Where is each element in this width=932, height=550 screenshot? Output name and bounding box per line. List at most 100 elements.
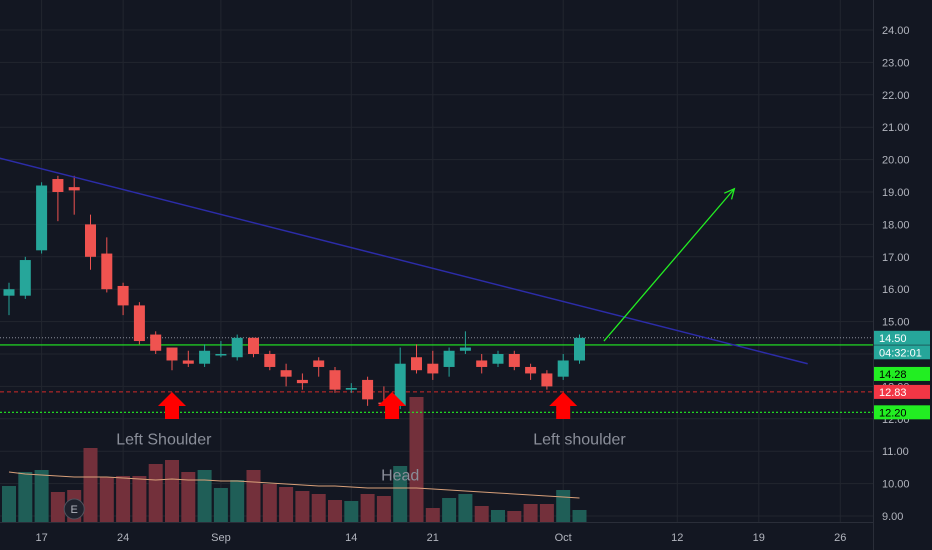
red-up-arrow [378, 392, 407, 419]
candle-body [150, 334, 162, 351]
candle-body [85, 224, 96, 257]
time-axis[interactable]: 17 24 Sep 14 21 Oct 12 19 26 [35, 532, 846, 544]
candle-body [133, 305, 145, 342]
volume-bar [262, 484, 277, 522]
time-tick-label: 26 [834, 532, 846, 544]
price-tick-label: 20.00 [882, 155, 910, 167]
candle-body [476, 360, 488, 367]
price-tag [874, 330, 930, 345]
candle-body [52, 179, 64, 192]
price-tick-label: 9.00 [882, 511, 903, 523]
grid-lines [0, 0, 873, 522]
red-up-arrow [549, 392, 578, 419]
volume-bar [393, 466, 408, 522]
candlesticks [3, 175, 585, 410]
volume-bar [132, 476, 147, 522]
candle-body [296, 379, 308, 384]
candle-body [36, 185, 48, 251]
price-tick-label: 23.00 [882, 57, 910, 69]
time-tick-label: 19 [753, 532, 765, 544]
candle-body [345, 388, 357, 390]
volume-bar [246, 470, 261, 522]
time-tick-label: 17 [35, 532, 47, 544]
time-tick-label: Oct [555, 532, 572, 544]
candle-body [557, 360, 569, 377]
candle-body [182, 360, 194, 364]
earnings-marker-label: E [71, 504, 78, 516]
candle-body [394, 363, 406, 406]
volume-bar [230, 480, 245, 522]
time-tick-label: 24 [117, 532, 129, 544]
candle-body [68, 187, 80, 191]
price-tag [874, 384, 930, 399]
price-tag-label: 12.20 [879, 407, 907, 419]
price-tick-label: 16.00 [882, 284, 910, 296]
volume-bar [165, 460, 179, 522]
horizontal-levels [0, 337, 873, 413]
price-tick-label: 18.00 [882, 219, 910, 231]
candle-body [574, 337, 585, 361]
candle-body [443, 350, 455, 367]
candle-body [362, 379, 374, 400]
time-tick-label: Sep [211, 532, 231, 544]
candle-body [411, 357, 422, 371]
candle-body [427, 363, 439, 374]
price-tag-label: 12.83 [879, 387, 907, 399]
candle-body [508, 354, 520, 367]
volume-bar [279, 487, 294, 522]
price-tick-label: 10.00 [882, 479, 910, 491]
price-tick-label: 22.00 [882, 90, 910, 102]
volume-bar [34, 470, 49, 522]
volume-bar [181, 472, 196, 522]
price-tag-label: 14.28 [879, 369, 907, 381]
volume-bars [2, 397, 587, 522]
pattern-annotation: Head [381, 467, 419, 484]
time-tick-label: 14 [345, 532, 357, 544]
volume-bar [116, 476, 131, 522]
volume-bar [572, 510, 587, 522]
price-tag-label: 04:32:01 [879, 347, 922, 359]
breakout-arrow-head [724, 187, 736, 200]
candle-body [541, 373, 553, 387]
breakout-arrow [603, 188, 735, 342]
volume-moving-average [8, 471, 580, 499]
price-tags: 14.50 04:32:01 14.28 12.83 12.20 [874, 330, 930, 420]
earnings-marker [63, 498, 85, 520]
volume-bar [18, 472, 33, 522]
volume-bar [295, 491, 310, 522]
volume-bar [458, 494, 473, 522]
volume-bar [474, 506, 489, 522]
candle-body [101, 253, 113, 290]
price-tick-label: 24.00 [882, 25, 910, 37]
candle-body [199, 350, 211, 364]
candle-body [525, 366, 537, 374]
volume-bar [328, 500, 342, 522]
candle-body [19, 260, 31, 296]
candle-body [215, 354, 227, 356]
volume-bar [539, 504, 554, 522]
price-tag-label: 14.50 [879, 333, 907, 345]
candle-body [459, 347, 471, 351]
volume-bar [311, 494, 326, 522]
candle-body [231, 337, 243, 358]
volume-bar [425, 508, 440, 522]
volume-bar [50, 492, 65, 522]
volume-bar [523, 504, 538, 522]
price-tag [874, 345, 930, 360]
price-tag [874, 405, 930, 420]
price-tag [874, 366, 930, 381]
downtrend-line [0, 157, 808, 365]
candle-body [166, 347, 178, 361]
volume-bar [556, 490, 571, 522]
time-tick-label: 12 [671, 532, 683, 544]
annotations: Left Shoulder Head Left shoulder E [63, 392, 626, 520]
red-up-arrow [158, 392, 186, 419]
trend-lines [0, 157, 808, 365]
volume-bar [83, 448, 98, 522]
price-tick-label: 19.00 [882, 187, 910, 199]
volume-bar [442, 498, 457, 522]
time-tick-label: 21 [427, 532, 439, 544]
volume-bar [99, 477, 114, 522]
